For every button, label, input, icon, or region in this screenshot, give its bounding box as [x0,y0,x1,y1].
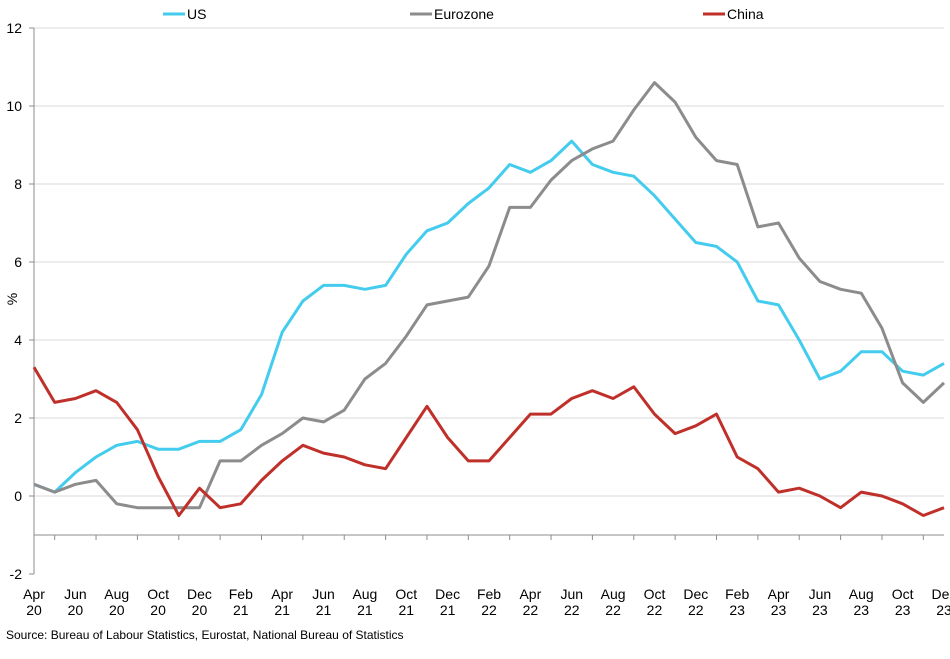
x-tick-label-month: Feb [477,586,501,602]
x-tick-labels: Apr20Jun20Aug20Oct20Dec20Feb21Apr21Jun21… [23,586,950,618]
y-tick-label: 2 [14,410,22,426]
x-tick-label-year: 21 [233,602,249,618]
x-tick-label-month: Apr [519,586,541,602]
x-tick-label-month: Oct [892,586,914,602]
x-tick-label-year: 21 [274,602,290,618]
y-tick-labels: -2 0 2 4 6 8 10 12 [6,20,22,582]
x-tick-label-month: Dec [932,586,950,602]
x-tick-label-year: 22 [688,602,704,618]
x-tick-label-month: Aug [849,586,874,602]
x-tick-label-year: 22 [647,602,663,618]
series-lines [32,81,946,517]
y-tick-label: 12 [6,20,22,36]
axes [29,27,944,575]
x-tick-label-year: 23 [936,602,950,618]
x-tick-label-month: Oct [147,586,169,602]
x-tick-label-month: Dec [683,586,708,602]
legend-label-eurozone: Eurozone [434,6,494,22]
x-tick-label-month: Aug [601,586,626,602]
x-tick-label-month: Jun [809,586,832,602]
x-tick-label-month: Dec [187,586,212,602]
series-line-eurozone [33,81,946,510]
x-tick-label-year: 20 [26,602,42,618]
x-tick-label-month: Feb [725,586,749,602]
x-tick-label-year: 22 [564,602,580,618]
x-tick-label-year: 21 [357,602,373,618]
x-tick-label-month: Apr [768,586,790,602]
x-tick-label-year: 21 [398,602,414,618]
source-note: Source: Bureau of Labour Statistics, Eur… [6,628,404,642]
series-line-china [32,366,945,517]
x-tick-label-month: Jun [312,586,335,602]
x-tick-label-year: 21 [316,602,332,618]
x-tick-label-year: 23 [771,602,787,618]
x-tick-label-year: 21 [440,602,456,618]
legend-label-us: US [187,6,206,22]
x-tick-label-year: 20 [109,602,125,618]
x-tick-label-month: Jun [64,586,87,602]
legend-label-china: China [727,6,764,22]
series-line-us [33,139,945,494]
x-tick-label-year: 23 [895,602,911,618]
y-tick-label: -2 [10,566,23,582]
x-tick-label-month: Oct [395,586,417,602]
y-tick-label: 4 [14,332,22,348]
x-tick-label-month: Apr [271,586,293,602]
x-tick-label-year: 22 [605,602,621,618]
x-tick-label-year: 22 [523,602,539,618]
x-tick-label-month: Aug [104,586,129,602]
x-tick-label-month: Dec [435,586,460,602]
y-tick-label: 0 [14,488,22,504]
x-tick-label-year: 20 [192,602,208,618]
x-tick-label-year: 23 [853,602,869,618]
legend: US Eurozone China [163,6,764,22]
gridlines [34,27,944,497]
x-tick-label-year: 20 [68,602,84,618]
x-tick-label-year: 20 [150,602,166,618]
x-tick-label-month: Aug [352,586,377,602]
y-tick-label: 8 [14,176,22,192]
x-tick-label-month: Apr [23,586,45,602]
x-tick-label-year: 22 [481,602,497,618]
x-tick-label-month: Oct [644,586,666,602]
y-tick-label: 10 [6,98,22,114]
y-axis-label: % [4,293,20,305]
x-tick-label-month: Feb [229,586,253,602]
x-tick-label-year: 23 [729,602,745,618]
y-tick-label: 6 [14,254,22,270]
x-tick-label-year: 23 [812,602,828,618]
x-tick-label-month: Jun [560,586,583,602]
